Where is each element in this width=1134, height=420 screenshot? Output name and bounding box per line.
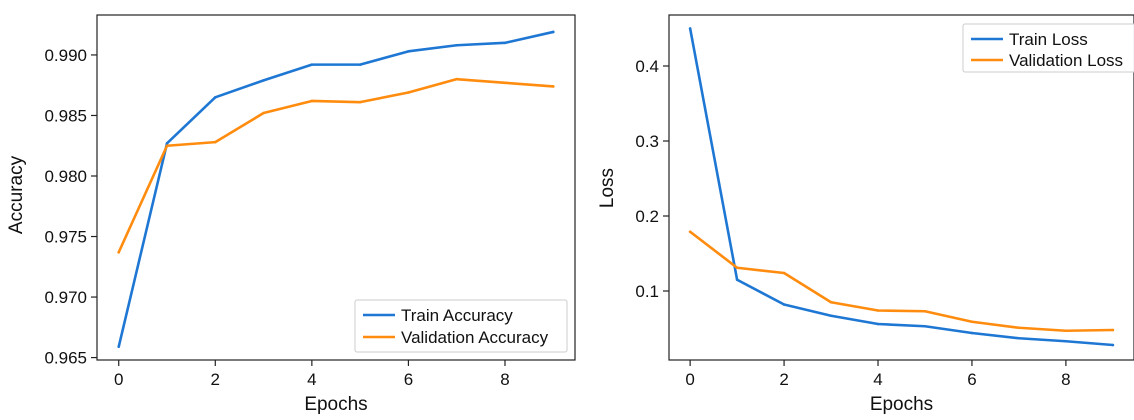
loss-data-point-validation-loss <box>735 266 739 270</box>
loss-data-point-train-loss <box>1111 343 1115 347</box>
accuracy-legend-label: Validation Accuracy <box>401 328 549 347</box>
loss-series-line-validation-loss <box>688 230 1115 333</box>
loss-x-tick-label: 0 <box>685 370 694 389</box>
accuracy-data-point-train-accuracy <box>407 50 410 53</box>
loss-data-point-validation-loss <box>782 271 786 275</box>
loss-chart: 0 2 4 6 8 0.1 0.2 0.3 0.4 Epochs Loss Train Loss Val… <box>597 14 1134 415</box>
accuracy-y-tick-label: 0.990 <box>44 46 87 65</box>
accuracy-plot-frame <box>96 14 576 361</box>
accuracy-data-point-validation-accuracy <box>358 100 362 104</box>
accuracy-x-axis-label: Epochs <box>304 394 367 415</box>
accuracy-x-tick-label: 0 <box>114 370 123 389</box>
loss-y-tick-label: 0.2 <box>635 207 659 226</box>
loss-data-point-validation-loss <box>1111 328 1115 332</box>
accuracy-y-tick-label: 0.975 <box>44 228 87 247</box>
accuracy-legend: Train Accuracy Validation Accuracy <box>354 299 568 353</box>
accuracy-chart: 0 2 4 6 8 0.965 0.970 0.975 0.980 0.985 0.990 Epoch… <box>6 14 576 415</box>
loss-legend-label: Train Loss <box>1009 30 1088 49</box>
accuracy-data-point-validation-accuracy <box>262 111 265 115</box>
accuracy-data-point-train-accuracy <box>262 79 265 82</box>
accuracy-data-point-train-accuracy <box>117 345 121 348</box>
accuracy-series-line-validation-accuracy <box>117 77 555 254</box>
loss-data-point-validation-loss <box>970 320 974 324</box>
loss-legend-box <box>962 23 1134 73</box>
loss-data-point-train-loss <box>970 331 974 335</box>
accuracy-data-point-validation-accuracy <box>117 250 121 254</box>
accuracy-data-point-validation-accuracy <box>455 77 459 81</box>
loss-data-point-validation-loss <box>1064 329 1068 333</box>
loss-y-tick-label: 0.1 <box>635 282 659 301</box>
accuracy-y-tick-label: 0.980 <box>44 167 87 186</box>
accuracy-y-tick-label: 0.985 <box>44 106 87 125</box>
accuracy-x-tick-label: 2 <box>211 370 220 389</box>
accuracy-data-point-train-accuracy <box>358 63 362 66</box>
loss-data-point-validation-loss <box>923 309 927 313</box>
accuracy-series-line-train-accuracy <box>117 30 555 348</box>
accuracy-data-point-validation-accuracy <box>213 140 217 144</box>
loss-x-tick-label: 6 <box>967 370 976 389</box>
loss-data-point-train-loss <box>782 303 786 306</box>
accuracy-x-tick-label: 6 <box>404 370 413 389</box>
accuracy-y-tick-label: 0.965 <box>44 349 87 368</box>
accuracy-data-point-train-accuracy <box>213 96 217 99</box>
accuracy-y-tick-label: 0.970 <box>44 288 87 307</box>
loss-data-point-train-loss <box>829 314 833 318</box>
loss-data-point-train-loss <box>923 324 927 328</box>
loss-data-point-train-loss <box>876 322 880 326</box>
accuracy-data-point-validation-accuracy <box>310 99 314 103</box>
loss-data-point-validation-loss <box>1017 326 1021 330</box>
loss-series-line-train-loss <box>688 27 1115 347</box>
accuracy-x-tick-label: 8 <box>500 370 509 389</box>
loss-data-point-train-loss <box>1017 336 1021 340</box>
loss-data-point-validation-loss <box>876 309 880 312</box>
loss-data-point-validation-loss <box>829 300 833 304</box>
loss-x-tick-label: 8 <box>1061 370 1070 389</box>
accuracy-legend-box <box>354 299 568 353</box>
accuracy-data-point-train-accuracy <box>455 43 459 47</box>
loss-data-point-train-loss <box>735 278 739 282</box>
accuracy-y-axis-label: Accuracy <box>6 155 27 234</box>
accuracy-data-point-validation-accuracy <box>407 91 410 94</box>
loss-x-tick-label: 4 <box>873 370 882 389</box>
accuracy-data-point-validation-accuracy <box>503 81 507 85</box>
accuracy-data-point-train-accuracy <box>551 30 555 34</box>
accuracy-data-point-train-accuracy <box>503 41 507 45</box>
loss-y-axis-label: Loss <box>597 168 618 208</box>
loss-x-tick-label: 2 <box>779 370 788 389</box>
loss-x-axis-label: Epochs <box>870 394 933 415</box>
loss-y-tick-label: 0.3 <box>635 132 659 151</box>
accuracy-x-tick-label: 4 <box>307 370 316 389</box>
accuracy-data-point-train-accuracy <box>310 63 314 66</box>
loss-legend-label: Validation Loss <box>1009 51 1123 70</box>
accuracy-data-point-validation-accuracy <box>165 144 169 148</box>
loss-y-tick-label: 0.4 <box>635 57 659 76</box>
loss-data-point-train-loss <box>1064 339 1068 343</box>
accuracy-legend-label: Train Accuracy <box>401 306 513 325</box>
loss-data-point-validation-loss <box>688 230 692 234</box>
loss-plot-frame <box>668 14 1134 361</box>
accuracy-data-point-validation-accuracy <box>551 85 555 88</box>
accuracy-data-point-train-accuracy <box>165 142 169 145</box>
loss-data-point-train-loss <box>688 27 692 30</box>
loss-legend: Train Loss Validation Loss <box>962 23 1134 73</box>
